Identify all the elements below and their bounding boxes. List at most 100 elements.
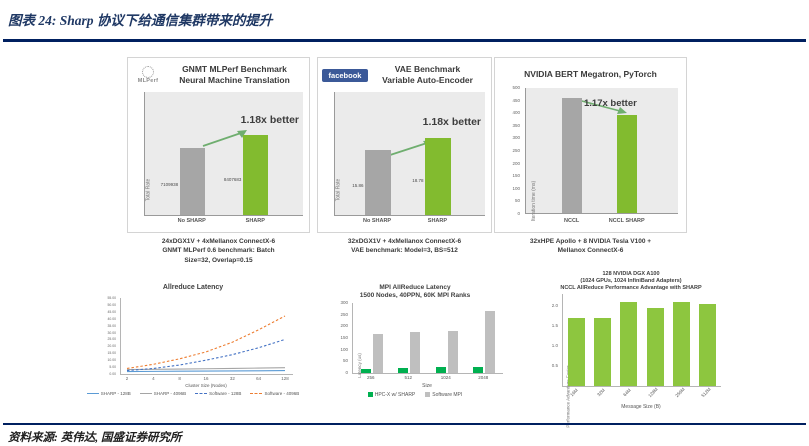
- bar-hpc-x-w-sharp: [435, 367, 446, 373]
- legend: SHARP - 128B SHARP - 4096B Software - 128B…: [80, 391, 306, 396]
- x-tick-label: 2: [125, 376, 129, 381]
- bar-hpc-x-w-sharp: [473, 366, 484, 373]
- caption-line: VAE benchmark: Model=3, BS=512: [351, 247, 458, 255]
- y-tick-label: 50: [514, 198, 520, 204]
- bar-value-label: 18.78: [412, 177, 424, 183]
- x-category-label: NCCL: [564, 218, 580, 224]
- facebook-logo: facebook: [322, 68, 368, 82]
- legend-item: SHARP - 128B: [86, 391, 131, 396]
- line-plot-area: 2 4 8 16 32 64 128: [120, 298, 293, 381]
- y-tick-label: 250: [340, 311, 348, 317]
- allreduce-latency-chart: Allreduce Latency 0.00 5.00 10.00 15.00 20.0…: [80, 282, 306, 402]
- chart-title-gnmt: GNMT MLPerf Benchmark Neural Machine Tra…: [164, 64, 305, 86]
- mpi-allreduce-chart: MPI AllReduce Latency 1500 Nodes, 40PPN,…: [318, 283, 512, 409]
- series-line-software-128b: [126, 338, 286, 372]
- y-tick-label: 0.00: [109, 371, 116, 376]
- panel-bert: NVIDIA BERT Megatron, PyTorch 0 50 100 150 2…: [494, 57, 687, 233]
- chart-title-line: NCCL AllReduce Performance Advantage wit…: [560, 284, 702, 291]
- bar-hpc-x-w-sharp: [398, 368, 409, 373]
- caption-gnmt: 24xDGX1V + 4xMellanox ConnectX-6 GNMT ML…: [127, 237, 310, 265]
- y-tick-label: 10.00: [107, 357, 116, 362]
- chart-title-line: (1024 GPUs, 1024 InfiniBand Adapters): [580, 277, 682, 284]
- chart-title-line: Neural Machine Translation: [179, 75, 290, 85]
- chart-title-line: 1500 Nodes, 40PPN, 60K MPI Ranks: [359, 292, 471, 300]
- chart-title-line: Variable Auto-Encoder: [382, 75, 473, 85]
- y-tick-label: 250: [512, 148, 520, 153]
- y-axis-ticks: 0 50 100 150 200 250 300 350 400 450 500: [499, 85, 522, 216]
- y-tick-label: 0: [517, 211, 520, 216]
- bar-nccl: [562, 98, 583, 213]
- y-tick-label: 1.0: [551, 343, 558, 348]
- panel-header: NVIDIA BERT Megatron, PyTorch: [499, 62, 682, 88]
- legend-item: SHARP - 4096B: [139, 391, 186, 396]
- gnmt-plot-area: Total Rate 1.18x better 7109938 8407683: [144, 92, 303, 216]
- y-tick-label: 300: [512, 135, 520, 141]
- y-tick-label: 45.00: [107, 309, 116, 314]
- bar-software-mpi: [410, 332, 421, 373]
- x-category-label: NCCL SHARP: [608, 218, 645, 224]
- y-tick-label: 150: [512, 173, 520, 179]
- series-line-sharp-4096b: [126, 367, 286, 371]
- legend-item: Software - 4096B: [250, 391, 299, 396]
- bar-no-sharp: [179, 147, 206, 215]
- mlperf-logo-icon: [142, 66, 154, 78]
- caption-line: GNMT MLPerf 0.6 benchmark: Batch: [162, 247, 275, 255]
- legend-swatch: [86, 393, 99, 395]
- chart-title-vae: VAE Benchmark Variable Auto-Encoder: [368, 64, 487, 86]
- bar-software-mpi: [372, 333, 383, 373]
- legend-item: HPC-X w/ SHARP: [367, 392, 415, 398]
- y-tick-label: 350: [512, 122, 520, 128]
- legend-item: Software MPI: [425, 392, 462, 398]
- bar-value-label: 7109938: [160, 181, 179, 187]
- x-category-label: 256: [366, 375, 375, 380]
- improvement-annotation: 1.17x better: [584, 98, 637, 109]
- y-tick-label: 100: [512, 185, 520, 191]
- bar-nccl-sharp: [617, 114, 637, 213]
- caption-line: Size=32, Overlap=0.15: [184, 256, 253, 264]
- legend-swatch: [195, 393, 208, 395]
- caption-line: Mellanox ConnectX-6: [557, 247, 624, 255]
- chart-title-line: 128 NVIDIA DGX A100: [602, 271, 660, 277]
- x-axis-categories: No SHARP SHARP: [334, 218, 485, 228]
- x-tick-label: 64: [256, 376, 262, 381]
- bar-value-label: 8407683: [223, 176, 242, 182]
- legend: HPC-X w/ SHARP Software MPI: [318, 392, 512, 398]
- improvement-annotation: 1.18x better: [422, 116, 481, 128]
- bar-128m: [646, 308, 664, 386]
- y-tick-label: 500: [512, 85, 520, 90]
- x-tick-label: 128: [281, 376, 289, 381]
- panel-gnmt: MLPerf GNMT MLPerf Benchmark Neural Mach…: [127, 57, 310, 233]
- chart-title-line: NVIDIA BERT Megatron, PyTorch: [524, 69, 657, 80]
- x-tick-label: 4: [152, 376, 155, 381]
- x-category-label: 2048: [478, 375, 489, 380]
- panel-header: MLPerf GNMT MLPerf Benchmark Neural Mach…: [132, 62, 305, 88]
- bar-512m: [699, 304, 717, 386]
- caption-vae: 32xDGX1V + 4xMellanox ConnectX-6 VAE ben…: [317, 237, 492, 256]
- latency-lines: [126, 315, 286, 373]
- x-category-label: SHARP: [427, 218, 448, 224]
- chart-title-bert: NVIDIA BERT Megatron, PyTorch: [499, 69, 682, 80]
- chart-title: 128 NVIDIA DGX A100 (1024 GPUs, 1024 Inf…: [532, 270, 730, 292]
- y-tick-label: 15.00: [107, 350, 116, 355]
- chart-title: MPI AllReduce Latency 1500 Nodes, 40PPN,…: [318, 283, 512, 300]
- chart-title-line: MPI AllReduce Latency: [379, 284, 451, 291]
- y-tick-label: 150: [340, 335, 348, 340]
- bar-plot-area: Performance Advantage Factor: [562, 294, 721, 428]
- improvement-arrow-icon: [577, 99, 627, 114]
- x-tick-label: 8: [178, 376, 181, 381]
- vae-plot-area: Total Rate 1.18x better 15.86 18.78: [334, 92, 485, 216]
- x-axis-categories: 16M 32M 64M 128M 256M 512M: [562, 387, 720, 402]
- chart-title: Allreduce Latency: [162, 284, 224, 291]
- x-category-label: No SHARP: [362, 218, 392, 224]
- y-axis-ticks: 0.00 5.00 10.00 15.00 20.00 25.00 30.00 35.00 40…: [92, 296, 118, 376]
- y-axis-ticks: 0.5 1.0 1.5 2.0: [538, 294, 560, 386]
- y-axis-label: Total Rate: [335, 178, 342, 202]
- x-axis-label: Message Size (B): [621, 404, 661, 410]
- mlperf-logo-text: MLPerf: [137, 78, 159, 84]
- caption-line: 32xDGX1V + 4xMellanox ConnectX-6: [347, 238, 462, 245]
- legend-swatch: [250, 393, 263, 395]
- caption-bert: 32xHPE Apollo + 8 NVIDIA Tesla V100 + Me…: [494, 237, 687, 256]
- nccl-advantage-chart: 128 NVIDIA DGX A100 (1024 GPUs, 1024 Inf…: [532, 270, 730, 428]
- bert-plot-area: Iteration time (ms) 1.17x better: [525, 88, 678, 221]
- x-axis-categories: NCCL NCCL SHARP: [525, 218, 678, 228]
